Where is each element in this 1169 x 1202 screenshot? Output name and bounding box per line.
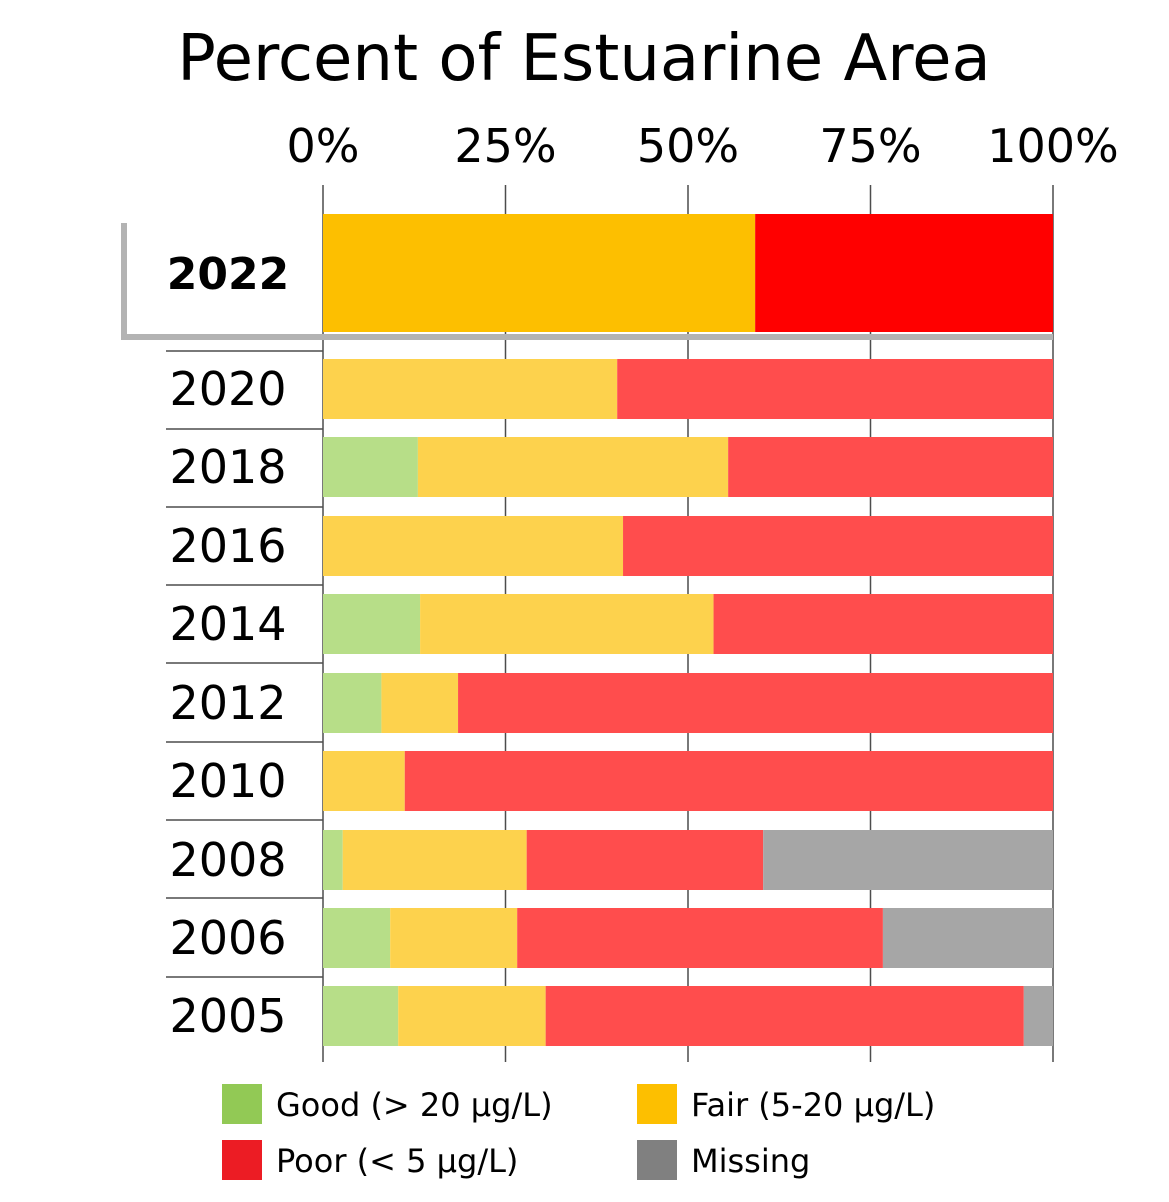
- x-tick-label: 50%: [637, 119, 739, 173]
- bar-fair-2005: [398, 986, 546, 1046]
- category-label-2016: 2016: [169, 519, 286, 573]
- category-label-2010: 2010: [169, 754, 286, 808]
- bar-poor-2008: [526, 830, 764, 890]
- category-label-2020: 2020: [169, 362, 286, 416]
- bar-good-2012: [323, 673, 382, 733]
- bar-fair-2008: [342, 830, 527, 890]
- bar-poor-2012: [458, 673, 1053, 733]
- category-label-2012: 2012: [169, 676, 286, 730]
- bar-poor-2005: [545, 986, 1024, 1046]
- bar-fair-2018: [417, 437, 729, 497]
- legend-label-missing: Missing: [691, 1142, 810, 1180]
- chart-title: Percent of Estuarine Area: [177, 22, 991, 96]
- bar-poor-2018: [728, 437, 1053, 497]
- bar-poor-2020: [617, 359, 1053, 419]
- bar-good-2008: [323, 830, 343, 890]
- bar-poor-2010: [404, 751, 1053, 811]
- bar-fair-2006: [390, 908, 518, 968]
- legend-label-good: Good (> 20 µg/L): [276, 1086, 553, 1124]
- highlight-frame: [121, 223, 1053, 340]
- bar-fair-2020: [323, 359, 618, 419]
- legend-swatch-fair: [637, 1084, 677, 1124]
- bar-fair-2010: [323, 751, 405, 811]
- bar-poor-2014: [713, 594, 1053, 654]
- legend-label-fair: Fair (5-20 µg/L): [691, 1086, 935, 1124]
- bar-good-2018: [323, 437, 418, 497]
- bar-fair-2022: [323, 214, 756, 332]
- bar-missing-2006: [882, 908, 1053, 968]
- bar-poor-2022: [755, 214, 1053, 332]
- bar-poor-2006: [517, 908, 883, 968]
- category-label-2008: 2008: [169, 833, 286, 887]
- category-label-2005: 2005: [169, 989, 286, 1043]
- bar-poor-2016: [623, 516, 1053, 576]
- category-label-2018: 2018: [169, 440, 286, 494]
- bar-good-2005: [323, 986, 399, 1046]
- legend-label-poor: Poor (< 5 µg/L): [276, 1142, 518, 1180]
- x-tick-label: 25%: [454, 119, 556, 173]
- bar-fair-2016: [323, 516, 624, 576]
- bar-missing-2005: [1023, 986, 1053, 1046]
- bar-fair-2014: [420, 594, 714, 654]
- bar-missing-2008: [763, 830, 1053, 890]
- legend-swatch-missing: [637, 1140, 677, 1180]
- bar-good-2014: [323, 594, 421, 654]
- legend-swatch-poor: [222, 1140, 262, 1180]
- legend-swatch-good: [222, 1084, 262, 1124]
- bar-good-2006: [323, 908, 391, 968]
- category-label-2022: 2022: [167, 249, 289, 300]
- x-tick-label: 0%: [287, 119, 360, 173]
- x-tick-label: 75%: [819, 119, 921, 173]
- category-label-2006: 2006: [169, 911, 286, 965]
- x-tick-label: 100%: [987, 119, 1119, 173]
- bar-fair-2012: [381, 673, 459, 733]
- category-label-2014: 2014: [169, 597, 286, 651]
